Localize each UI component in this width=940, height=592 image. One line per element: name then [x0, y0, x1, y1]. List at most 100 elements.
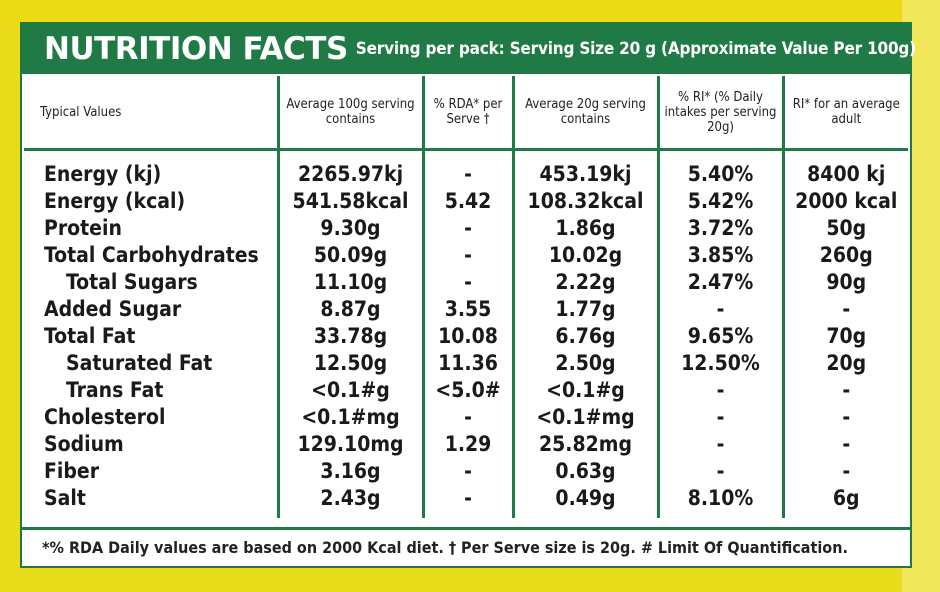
- value-rda: -: [423, 149, 515, 188]
- nutrient-name: Saturated Fat: [24, 350, 280, 377]
- column-header: Typical Values: [24, 76, 280, 150]
- value-per20: <0.1#g: [513, 377, 660, 404]
- value-ri-pct: 3.85%: [658, 242, 785, 269]
- value-ri-adult: -: [842, 432, 851, 456]
- value-ri-pct: -: [658, 458, 785, 485]
- value-ri-adult: 20g: [826, 351, 867, 375]
- table-row: Trans Fat <0.1#g <5.0# <0.1#g - -: [24, 377, 908, 404]
- table-row: Saturated Fat 12.50g 11.36 2.50g 12.50% 20g: [24, 350, 908, 377]
- background-top: [0, 0, 940, 26]
- value-rda: 3.55: [423, 296, 515, 323]
- value-ri-pct: 12.50%: [658, 350, 785, 377]
- column-header: % RDA* per Serve †: [423, 76, 515, 150]
- value-per100: 12.50g: [278, 350, 425, 377]
- table-row: Total Fat 33.78g 10.08 6.76g 9.65% 70g: [24, 323, 908, 350]
- value-rda: 5.42: [423, 188, 515, 215]
- value-ri-adult: -: [842, 459, 851, 483]
- value-per100: <0.1#mg: [278, 404, 425, 431]
- value-per100: 2265.97kj: [278, 149, 425, 188]
- value-rda: 1.29: [423, 431, 515, 458]
- nutrition-panel: NUTRITION FACTS Serving per pack: Servin…: [20, 22, 916, 568]
- value-ri-adult: 8400 kj: [807, 162, 886, 186]
- value-ri-adult: 2000 kcal: [795, 189, 898, 213]
- value-per100: 129.10mg: [278, 431, 425, 458]
- value-ri-adult: -: [842, 378, 851, 402]
- value-ri-adult: 50g: [826, 216, 867, 240]
- nutrient-name: Sodium: [24, 431, 280, 458]
- value-ri-pct: -: [658, 377, 785, 404]
- value-per20: 0.63g: [513, 458, 660, 485]
- value-per20: 1.77g: [513, 296, 660, 323]
- value-per100: 33.78g: [278, 323, 425, 350]
- value-per100: 2.43g: [278, 485, 425, 518]
- value-per20: 108.32kcal: [513, 188, 660, 215]
- value-ri-pct: 5.40%: [658, 149, 785, 188]
- nutrition-table: Typical Values Average 100g serving cont…: [24, 76, 908, 518]
- column-header-row: Typical Values Average 100g serving cont…: [24, 76, 908, 150]
- value-per20: 2.22g: [513, 269, 660, 296]
- column-header: % RI* (% Daily intakes per serving 20g): [658, 76, 785, 150]
- value-rda: -: [423, 269, 515, 296]
- table-row: Total Carbohydrates 50.09g -10.02g 3.85% 260…: [24, 242, 908, 269]
- table-row: Cholesterol <0.1#mg - <0.1#mg - -: [24, 404, 908, 431]
- nutrient-name: Fiber: [24, 458, 280, 485]
- value-rda: -: [423, 458, 515, 485]
- value-per100: 8.87g: [278, 296, 425, 323]
- value-rda: -: [423, 485, 515, 518]
- nutrition-title: NUTRITION FACTS: [44, 31, 348, 67]
- value-ri-pct: 5.42%: [658, 188, 785, 215]
- value-rda: -: [423, 242, 515, 269]
- value-ri-pct: 8.10%: [658, 485, 785, 518]
- value-ri-pct: 3.72%: [658, 215, 785, 242]
- footnote: *% RDA Daily values are based on 2000 Kc…: [22, 527, 910, 565]
- value-ri-pct: -: [658, 431, 785, 458]
- value-per20: 453.19kj: [513, 149, 660, 188]
- value-ri-adult: 6g: [832, 486, 860, 510]
- nutrient-name: Added Sugar: [24, 296, 280, 323]
- value-rda: -: [423, 215, 515, 242]
- value-rda: 10.08: [423, 323, 515, 350]
- value-ri-pct: -: [658, 296, 785, 323]
- value-per20: 6.76g: [513, 323, 660, 350]
- value-per100: 9.30g: [278, 215, 425, 242]
- value-ri-adult: -: [842, 405, 851, 429]
- nutrient-name: Total Fat: [24, 323, 280, 350]
- table-row: Energy (kj) 2265.97kj -453.19kj 5.40% 8400 k…: [24, 149, 908, 188]
- table-row: Fiber 3.16g -0.63g - -: [24, 458, 908, 485]
- value-ri-pct: 9.65%: [658, 323, 785, 350]
- value-rda: -: [423, 404, 515, 431]
- column-header: RI* for an average adult: [792, 97, 900, 127]
- nutrient-name: Cholesterol: [24, 404, 280, 431]
- column-header: Average 100g serving contains: [278, 76, 425, 150]
- value-per20: 1.86g: [513, 215, 660, 242]
- value-ri-adult: 260g: [819, 243, 873, 267]
- nutrition-rows: Energy (kj) 2265.97kj -453.19kj 5.40% 8400 k…: [24, 149, 908, 518]
- value-rda: <5.0#: [423, 377, 515, 404]
- nutrient-name: Energy (kj): [24, 149, 280, 188]
- nutrition-header: NUTRITION FACTS Serving per pack: Servin…: [22, 24, 916, 74]
- nutrient-name: Trans Fat: [24, 377, 280, 404]
- value-per20: 2.50g: [513, 350, 660, 377]
- value-per100: <0.1#g: [278, 377, 425, 404]
- value-per20: 0.49g: [513, 485, 660, 518]
- table-row: Total Sugars 11.10g -2.22g 2.47% 90g: [24, 269, 908, 296]
- value-ri-adult: 90g: [826, 270, 867, 294]
- nutrient-name: Energy (kcal): [24, 188, 280, 215]
- value-per100: 11.10g: [278, 269, 425, 296]
- value-ri-pct: -: [658, 404, 785, 431]
- value-rda: 11.36: [423, 350, 515, 377]
- value-ri-adult: 70g: [826, 324, 867, 348]
- value-ri-pct: 2.47%: [658, 269, 785, 296]
- nutrient-name: Total Carbohydrates: [24, 242, 280, 269]
- value-per100: 3.16g: [278, 458, 425, 485]
- value-per20: <0.1#mg: [513, 404, 660, 431]
- value-per20: 25.82mg: [513, 431, 660, 458]
- table-row: Salt 2.43g -0.49g 8.10% 6g: [24, 485, 908, 518]
- nutrient-name: Protein: [24, 215, 280, 242]
- table-row: Energy (kcal) 541.58kcal 5.42 108.32kcal 5.4…: [24, 188, 908, 215]
- value-per20: 10.02g: [513, 242, 660, 269]
- value-per100: 541.58kcal: [278, 188, 425, 215]
- table-row: Protein 9.30g -1.86g 3.72% 50g: [24, 215, 908, 242]
- value-per100: 50.09g: [278, 242, 425, 269]
- nutrient-name: Total Sugars: [24, 269, 280, 296]
